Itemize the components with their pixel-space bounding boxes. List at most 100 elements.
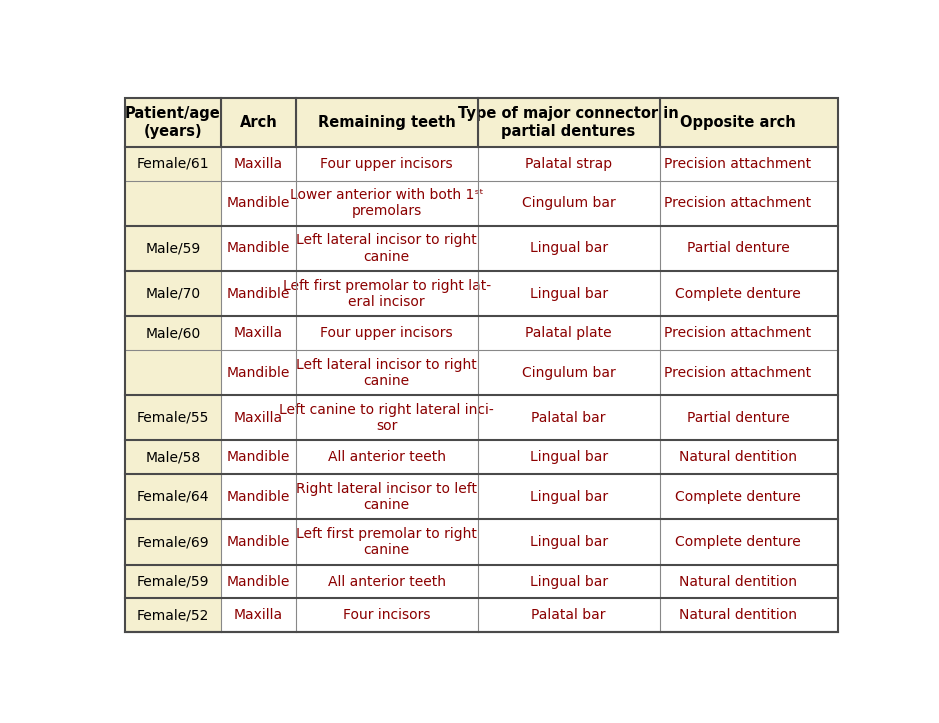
Text: Lingual bar: Lingual bar [530, 490, 608, 504]
Text: Palatal strap: Palatal strap [525, 157, 612, 171]
Bar [659, 565, 816, 599]
Text: Male/59: Male/59 [146, 241, 200, 255]
Bar [125, 316, 221, 350]
Bar [296, 147, 478, 181]
Bar [125, 147, 221, 181]
Text: Female/69: Female/69 [136, 535, 209, 549]
Bar [478, 440, 659, 474]
Text: Natural dentition: Natural dentition [679, 575, 797, 589]
Text: Male/58: Male/58 [146, 450, 200, 464]
Text: Natural dentition: Natural dentition [679, 450, 797, 464]
Bar [221, 565, 296, 599]
Text: Partial denture: Partial denture [686, 241, 790, 255]
Text: Maxilla: Maxilla [234, 326, 283, 340]
Text: Mandible: Mandible [226, 490, 290, 504]
Bar [478, 226, 659, 271]
Text: Mandible: Mandible [226, 286, 290, 301]
Bar [296, 271, 478, 316]
Bar [221, 474, 296, 519]
Bar [296, 440, 478, 474]
Bar [221, 226, 296, 271]
Bar [296, 350, 478, 395]
Bar [478, 181, 659, 226]
Text: Left first premolar to right lat-
eral incisor: Left first premolar to right lat- eral i… [283, 278, 491, 309]
Bar [221, 147, 296, 181]
Text: Opposite arch: Opposite arch [680, 115, 796, 130]
Text: Maxilla: Maxilla [234, 608, 283, 623]
Bar [296, 181, 478, 226]
Bar [296, 316, 478, 350]
Text: Mandible: Mandible [226, 535, 290, 549]
Bar [221, 271, 296, 316]
Text: Maxilla: Maxilla [234, 411, 283, 425]
Bar [125, 271, 221, 316]
Text: Cingulum bar: Cingulum bar [522, 366, 615, 380]
Text: Cingulum bar: Cingulum bar [522, 197, 615, 210]
Text: Maxilla: Maxilla [234, 157, 283, 171]
Bar [125, 474, 221, 519]
Text: Female/59: Female/59 [136, 575, 209, 589]
Text: Left first premolar to right
canine: Left first premolar to right canine [297, 527, 477, 557]
Text: Lingual bar: Lingual bar [530, 575, 608, 589]
Bar [478, 350, 659, 395]
Text: Female/52: Female/52 [136, 608, 209, 623]
Bar [125, 350, 221, 395]
Text: Complete denture: Complete denture [675, 286, 801, 301]
Text: Lingual bar: Lingual bar [530, 286, 608, 301]
Text: Male/60: Male/60 [146, 326, 200, 340]
Bar [296, 599, 478, 633]
Text: All anterior teeth: All anterior teeth [328, 575, 446, 589]
Text: Left lateral incisor to right
canine: Left lateral incisor to right canine [297, 234, 477, 264]
Bar [296, 395, 478, 440]
Bar [221, 519, 296, 565]
Bar [478, 271, 659, 316]
Bar [125, 226, 221, 271]
Text: Female/55: Female/55 [136, 411, 209, 425]
Text: All anterior teeth: All anterior teeth [328, 450, 446, 464]
Text: Lingual bar: Lingual bar [530, 535, 608, 549]
Text: Left lateral incisor to right
canine: Left lateral incisor to right canine [297, 358, 477, 388]
Bar [659, 181, 816, 226]
Bar [659, 519, 816, 565]
Bar [221, 181, 296, 226]
Text: Left canine to right lateral inci-
sor: Left canine to right lateral inci- sor [280, 403, 494, 433]
Bar [125, 98, 838, 147]
Bar [478, 565, 659, 599]
Bar [221, 316, 296, 350]
Text: Male/70: Male/70 [146, 286, 200, 301]
Bar [659, 271, 816, 316]
Text: Four upper incisors: Four upper incisors [320, 157, 453, 171]
Text: Mandible: Mandible [226, 575, 290, 589]
Text: Lower anterior with both 1ˢᵗ
premolars: Lower anterior with both 1ˢᵗ premolars [290, 188, 484, 218]
Text: Female/64: Female/64 [136, 490, 209, 504]
Bar [221, 350, 296, 395]
Text: Type of major connector in
partial dentures: Type of major connector in partial dentu… [458, 106, 679, 139]
Text: Female/61: Female/61 [136, 157, 209, 171]
Bar [296, 226, 478, 271]
Bar [125, 599, 221, 633]
Bar [221, 440, 296, 474]
Text: Right lateral incisor to left
canine: Right lateral incisor to left canine [296, 482, 477, 512]
Bar [296, 565, 478, 599]
Text: Precision attachment: Precision attachment [665, 197, 811, 210]
Text: Mandible: Mandible [226, 366, 290, 380]
Text: Mandible: Mandible [226, 241, 290, 255]
Bar [478, 474, 659, 519]
Bar [659, 474, 816, 519]
Text: Precision attachment: Precision attachment [665, 326, 811, 340]
Text: Complete denture: Complete denture [675, 490, 801, 504]
Bar [221, 599, 296, 633]
Text: Mandible: Mandible [226, 197, 290, 210]
Text: Lingual bar: Lingual bar [530, 241, 608, 255]
Bar [659, 147, 816, 181]
Text: Four incisors: Four incisors [343, 608, 430, 623]
Bar [659, 316, 816, 350]
Bar [125, 181, 221, 226]
Text: Lingual bar: Lingual bar [530, 450, 608, 464]
Bar [659, 440, 816, 474]
Text: Complete denture: Complete denture [675, 535, 801, 549]
Text: Mandible: Mandible [226, 450, 290, 464]
Bar [659, 395, 816, 440]
Bar [125, 440, 221, 474]
Text: Precision attachment: Precision attachment [665, 366, 811, 380]
